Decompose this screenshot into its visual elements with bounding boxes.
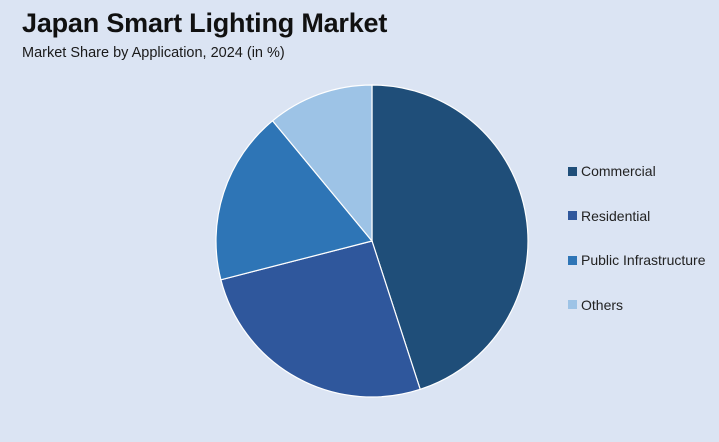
pie-slice-residential — [220, 240, 421, 398]
chart-subtitle: Market Share by Application, 2024 (in %) — [22, 45, 285, 61]
legend-swatch — [568, 166, 577, 176]
legend-item-residential: Residential — [568, 205, 706, 227]
legend-label: Commercial — [581, 163, 656, 179]
legend-item-public-infrastructure: Public Infrastructure — [568, 249, 706, 271]
legend-item-others: Others — [568, 294, 706, 316]
legend-label: Public Infrastructure — [581, 252, 706, 269]
pie-slice-public-infrastructure — [215, 119, 374, 281]
pie-slice-others — [271, 84, 373, 243]
pie-slice-commercial — [371, 84, 529, 391]
legend-label: Residential — [581, 207, 651, 224]
legend-swatch — [568, 300, 577, 310]
chart-title: Japan Smart Lighting Market — [22, 8, 388, 38]
legend-label: Others — [581, 296, 624, 313]
legend-swatch — [568, 211, 577, 221]
legend-swatch — [568, 255, 577, 265]
legend-item-commercial: Commercial — [568, 160, 706, 182]
chart-legend: Commercial Residential Public Infrastructu… — [568, 160, 706, 338]
